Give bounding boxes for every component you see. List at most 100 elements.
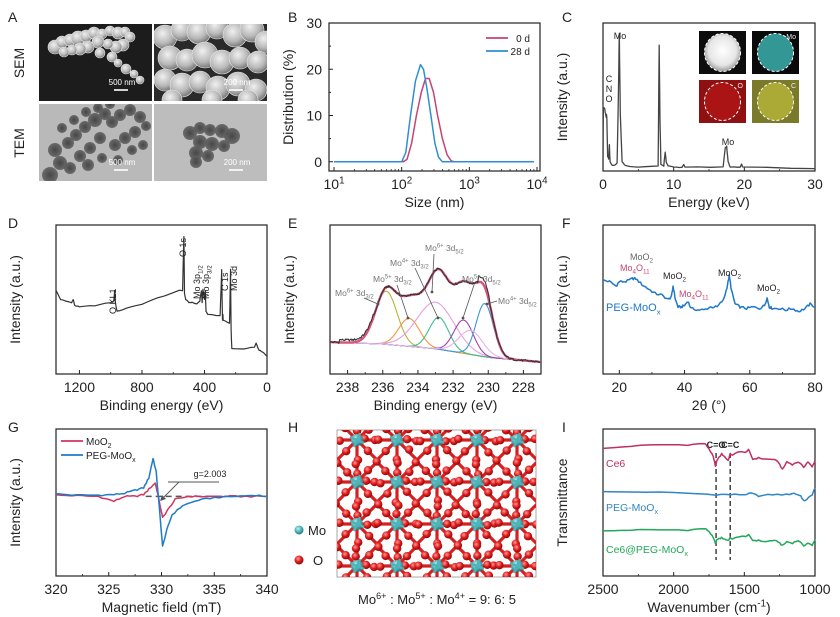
oxygen-atom <box>412 414 420 422</box>
peak-label-n: N <box>606 84 613 94</box>
y-axis-label: Intensity (a.u.) <box>7 458 23 547</box>
oxygen-atom <box>337 560 343 569</box>
oxygen-atom <box>513 416 521 424</box>
supscript: -1 <box>757 598 766 609</box>
mo-bond <box>436 522 445 529</box>
mo-bond <box>356 438 365 445</box>
supscript: 4+ <box>402 259 409 265</box>
mo-bond <box>472 565 479 574</box>
scale-bar-label: 200 nm <box>224 158 251 167</box>
subscript: 3/2 <box>420 265 428 271</box>
peak-label-mo: Mo <box>614 31 627 41</box>
oxygen-atom <box>502 571 511 577</box>
x-tick-label: 800 <box>130 379 154 395</box>
arrow-head <box>461 316 465 320</box>
oxygen-atom <box>351 459 360 469</box>
x-tick-label: 230 <box>477 379 501 395</box>
subscript: x <box>132 457 136 464</box>
nanoparticle <box>246 50 267 74</box>
x-tick-label: 2000 <box>658 581 689 597</box>
oxygen-atom <box>337 436 344 445</box>
arrow-line <box>363 297 379 305</box>
mo-bond <box>512 481 519 490</box>
text-part: 3d <box>354 288 366 298</box>
mo-bond <box>432 523 439 532</box>
oxygen-atom <box>341 530 350 539</box>
mo-bond <box>469 477 478 484</box>
mo-bond <box>355 474 362 483</box>
nanoparticle <box>64 162 76 174</box>
x-tick-label: 320 <box>44 581 68 597</box>
nanoparticle <box>93 104 103 113</box>
oxygen-atom <box>502 550 512 559</box>
nanoparticle <box>193 135 207 149</box>
nanoparticle <box>114 109 126 121</box>
oxygen-atom <box>423 508 432 518</box>
oxygen-atom <box>369 562 379 572</box>
mo-bond <box>395 516 402 525</box>
panel-letter-a: A <box>8 9 18 25</box>
mo-bond <box>509 435 518 442</box>
x-tick-label: 335 <box>203 581 227 597</box>
series-label: PEG-MoOx <box>606 302 661 316</box>
oxygen-atom <box>433 502 442 511</box>
mo-bond <box>356 522 365 529</box>
text-part: MoO <box>630 252 650 262</box>
oxygen-atom <box>423 446 432 455</box>
text-part: C 1s <box>220 272 230 291</box>
arrow-head <box>430 290 434 294</box>
mo-bond <box>396 438 405 445</box>
oxygen-atom <box>472 500 482 509</box>
mo-bond <box>512 565 519 574</box>
x-tick-label: 236 <box>371 379 395 395</box>
peak-label-o: O <box>605 94 612 104</box>
mo-bond <box>476 480 485 487</box>
x-tick-label: 20 <box>612 379 628 395</box>
nanoparticle <box>138 140 148 150</box>
nanoparticle <box>129 69 139 79</box>
oxygen-atom <box>416 477 425 486</box>
x-axis-label: Energy (keV) <box>668 194 750 210</box>
mo-bond <box>389 435 398 442</box>
x-tick-label: 101 <box>323 175 344 192</box>
nanoparticle <box>79 121 91 133</box>
oxygen-atom <box>471 460 481 469</box>
oxygen-atom <box>522 446 531 456</box>
mo-bond <box>355 516 362 525</box>
oxygen-atom <box>341 551 350 560</box>
nanoparticle <box>119 132 131 144</box>
y-tick-label: 10 <box>306 108 322 124</box>
oxygen-atom <box>454 518 463 527</box>
eds-map-mo: Mo <box>752 31 799 74</box>
text-part: Mo <box>358 592 376 607</box>
peak-label-c: C <box>606 74 613 84</box>
panel-a: SEM TEM 500 nm 200 nm 500 nm 200 nm <box>11 24 267 181</box>
oxygen-atom <box>512 579 520 587</box>
mo-bond <box>392 439 399 448</box>
oxygen-atom <box>496 436 505 445</box>
oxygen-atom <box>452 456 461 465</box>
oxygen-atom <box>381 446 390 456</box>
nanoparticle <box>106 51 118 63</box>
panel-letter-f: F <box>562 215 571 231</box>
subscript: 3/2 <box>207 265 214 274</box>
nanoparticle <box>84 142 96 154</box>
x-tick-label: 80 <box>807 379 823 395</box>
nanoparticle <box>183 126 197 140</box>
mo-bond <box>395 474 402 483</box>
text-part: : Mo <box>386 592 415 607</box>
oxygen-atom <box>444 530 453 539</box>
oxygen-atom <box>484 448 493 457</box>
phase-label-moo2: MoO2 <box>630 252 654 265</box>
map-element-label: O <box>738 83 744 90</box>
oxygen-atom <box>494 518 503 527</box>
arrow-line <box>462 284 475 319</box>
text-part: PEG-MoO <box>606 502 654 514</box>
oxygen-atom <box>363 489 373 499</box>
x-tick-label: 238 <box>336 379 360 395</box>
mo-bond <box>436 564 445 571</box>
text-part: Mo <box>373 274 385 284</box>
oxygen-atom <box>484 550 493 559</box>
mo-bond <box>515 516 522 525</box>
